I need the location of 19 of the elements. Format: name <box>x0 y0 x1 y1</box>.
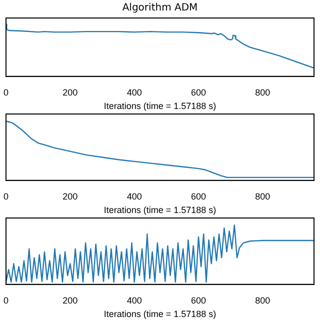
x-tick-label: 400 <box>126 191 142 202</box>
x-tick-label: 200 <box>62 295 78 306</box>
x-axis-title: Iterations (time = 1.57188 s) <box>104 309 216 320</box>
x-tick-label: 0 <box>3 295 9 306</box>
x-axis-title: Iterations (time = 1.57188 s) <box>104 205 216 216</box>
chart-title: Algorithm ADM <box>122 2 198 14</box>
x-tick-label: 800 <box>255 87 270 98</box>
x-axis-title: Iterations (time = 1.57188 s) <box>104 101 216 112</box>
x-tick-label: 0 <box>3 87 9 98</box>
x-tick-label: 0 <box>3 191 9 202</box>
x-tick-label: 600 <box>190 87 206 98</box>
x-tick-label: 600 <box>190 191 206 202</box>
x-tick-label: 800 <box>255 295 270 306</box>
x-tick-label: 400 <box>126 295 142 306</box>
x-tick-label: 200 <box>62 191 78 202</box>
x-tick-label: 600 <box>190 295 206 306</box>
x-tick-label: 800 <box>255 191 270 202</box>
x-tick-label: 400 <box>126 87 142 98</box>
x-tick-label: 200 <box>62 87 78 98</box>
